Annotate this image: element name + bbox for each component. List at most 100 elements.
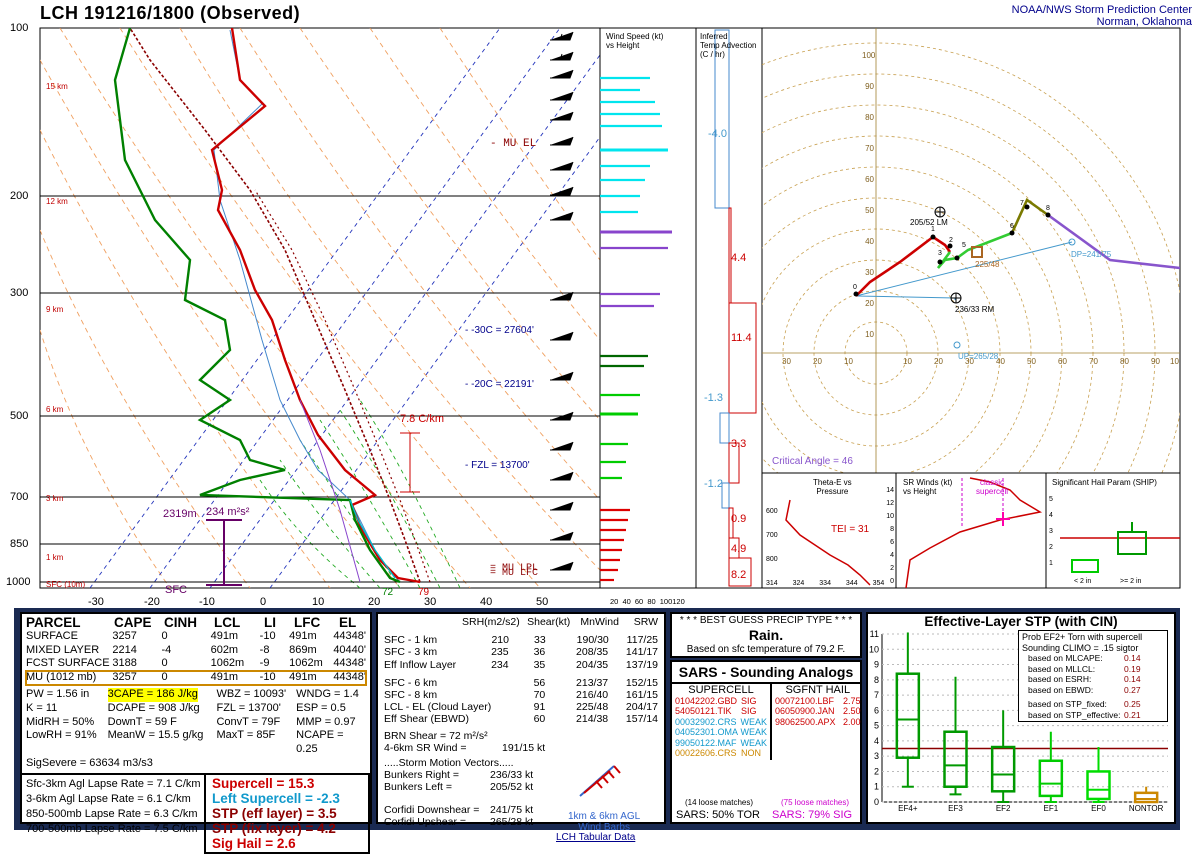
fzl-label: - FZL = 13700' xyxy=(465,460,530,471)
h-label-12km: 12 km xyxy=(46,197,68,206)
bunkers-left-label: Bunkers Left = xyxy=(384,781,452,794)
corfidi-up-label: Corfidi Upshear = xyxy=(384,815,466,828)
parcel-rows: SURFACE 3257 0 491m -10 491m 44348' MIXED LAYER… xyxy=(25,629,367,686)
parcel-cell: 0 xyxy=(161,629,168,642)
sars-sig: SARS: 79% SIG xyxy=(772,809,853,821)
lapse-label: 7.8 C/km xyxy=(400,413,445,425)
ship-title: Significant Hail Param (SHIP) xyxy=(1052,478,1157,487)
srwind-y-6: 6 xyxy=(890,539,894,546)
parcel-cell: 602m xyxy=(210,643,239,656)
hodo-x-50e: 50 xyxy=(1027,357,1036,366)
stp-prob-box: Prob EF2+ Torn with supercell Sounding C… xyxy=(1018,630,1168,722)
rm-label: 236/33 RM xyxy=(955,305,995,314)
parcel-cell: FCST SURFACE xyxy=(26,657,110,670)
theta-y-600: 600 xyxy=(766,508,778,515)
kin-cell: 204/35 xyxy=(576,658,609,671)
lapse-rate-marker xyxy=(400,432,420,493)
parcel-cell: 3188 xyxy=(112,657,137,670)
indices-col-3: WBZ = 10093' FZL = 13700' ConvT = 79F Ma… xyxy=(216,688,296,757)
theta-e-panel-frame xyxy=(761,472,897,589)
wind-scale-100: 100 xyxy=(659,597,673,606)
sars-hail-row[interactable]: 00072100.LBF 2.75 xyxy=(775,696,861,707)
hodo-pt-2: 2 xyxy=(949,237,953,244)
sars-hail-row[interactable]: 06050900.JAN 2.50 xyxy=(775,706,861,717)
kin-hdr-mnwind: MnWind xyxy=(580,616,619,628)
kin-cell: 56 xyxy=(533,676,546,689)
kin-cell: 117/25 xyxy=(626,634,659,647)
wind-panel-title-2: vs Height xyxy=(606,41,640,50)
stp-prob-label: based on STP_fixed: xyxy=(1028,699,1107,709)
parcel-hdr-lfc: LFC xyxy=(294,615,321,630)
stp-prob-row: based on MLCAPE: 0.14 xyxy=(1028,653,1164,664)
hodo-ring-10: 10 xyxy=(865,330,874,339)
hodo-pt-6: 6 xyxy=(1010,223,1014,230)
kinematics-panel: SRH(m2/s2) Shear(kt) MnWind SRW SFC - 1 … xyxy=(376,612,666,833)
stp-prob-value: 0.25 xyxy=(1124,699,1141,709)
wind-barbs-caption-2: Wind Barbs xyxy=(578,822,630,834)
lapse-700-500: 700-500mb Lapse Rate = 7.5 C/km xyxy=(26,822,198,835)
stp-prob-row: based on ESRH: 0.14 xyxy=(1028,674,1164,685)
hodo-ring-60: 60 xyxy=(865,175,874,184)
srh-value-label: 234 m²s² xyxy=(206,506,250,518)
theta-title-2: Pressure xyxy=(816,487,849,496)
comp-supercell: Supercell = 15.3 xyxy=(212,775,315,791)
indices-col-1: PW = 1.56 in K = 11 MidRH = 50% LowRH = … xyxy=(26,688,108,757)
hodograph-points xyxy=(853,204,1051,297)
sfc-label: SFC xyxy=(165,584,187,596)
hodo-pt-5: 5 xyxy=(962,242,966,249)
tadv-panel-title: Inferred Temp Advection (C / hr) xyxy=(700,32,756,59)
wind-panel-scale: 20 40 60 80 100120 xyxy=(610,597,685,606)
tei-label: TEI = 31 xyxy=(831,524,870,535)
m20c-label: - -20C = 22191' xyxy=(465,379,534,390)
sars-supercell-row[interactable]: 54050121.TIK SIG xyxy=(675,706,767,717)
hodo-pt-8: 8 xyxy=(1046,205,1050,212)
mu-lpl-text: MU LPL xyxy=(502,563,539,574)
stp-prob-row: based on EBWD: 0.27 xyxy=(1028,685,1164,696)
kin-cell: 208/35 xyxy=(576,646,609,659)
m30c-label: - -30C = 27604' xyxy=(465,325,534,336)
stp-prob-value: 0.14 xyxy=(1124,674,1141,684)
sars-hail-row[interactable]: 98062500.APX 2.00 xyxy=(775,717,861,728)
hodo-x-20w: 20 xyxy=(813,357,822,366)
stp-y-tick: 9 xyxy=(874,660,879,670)
lapse-850-500: 850-500mb Lapse Rate = 6.3 C/km xyxy=(26,807,198,820)
org-line-2: Norman, Oklahoma xyxy=(1096,16,1192,28)
hodo-x-20e: 20 xyxy=(934,357,943,366)
p-label-1000: 1000 xyxy=(6,576,31,588)
stp-prob-row: based on MLLCL: 0.19 xyxy=(1028,664,1164,675)
parcel-cell: 1062m xyxy=(210,657,245,670)
sars-supercell-row[interactable]: 00022606.CRS NON xyxy=(675,748,767,759)
t-tick-40: 40 xyxy=(480,596,493,608)
parcel-hdr-lcl: LCL xyxy=(214,615,241,630)
kin-cell: 157/14 xyxy=(625,713,659,726)
parcel-cell: -10 xyxy=(259,671,276,684)
sars-sc-id: 00022606.CRS xyxy=(675,748,737,758)
sars-supercell-row[interactable]: 99050122.MAF WEAK xyxy=(675,738,767,749)
stp-box xyxy=(1133,791,1159,804)
sars-supercell-row[interactable]: 00032902.CRS WEAK xyxy=(675,717,767,728)
sars-hail-col: SGFNT HAIL 00072100.LBF 2.75 06050900.JAN 2… xyxy=(772,684,864,760)
hodo-x-60e: 60 xyxy=(1058,357,1067,366)
wind-scale-120: 120 xyxy=(672,597,685,606)
sars-hail-id: 00072100.LBF xyxy=(775,695,835,706)
brn-label: BRN Shear = 72 m²/s² xyxy=(384,729,488,742)
ship-y-1: 1 xyxy=(1049,560,1053,567)
tadv-value-4: 3.3 xyxy=(731,438,747,450)
parcel-cell: 491m xyxy=(210,629,239,642)
kinematics-rows: SFC - 1 km 210 33 190/30 117/25 SFC - 3 km 235… xyxy=(384,634,658,725)
h-label-1km: 1 km xyxy=(46,553,64,562)
sars-supercell-row[interactable]: 04052301.OMA WEAK xyxy=(675,727,767,738)
idx-maxt: MaxT = 85F xyxy=(216,729,276,742)
tabular-data-link[interactable]: LCH Tabular Data xyxy=(556,832,636,843)
sars-supercell-row[interactable]: 01042202.GBD SIG xyxy=(675,696,767,707)
mu-parcel-trace xyxy=(254,189,431,583)
corfidi-downshear-vector xyxy=(855,241,1073,297)
stp-y-tick: 8 xyxy=(874,675,879,685)
srwind-y-10: 10 xyxy=(886,513,894,520)
pressure-lines xyxy=(40,195,600,583)
srwind-y-4: 4 xyxy=(890,552,894,559)
parcel-cell: 3257 xyxy=(112,671,137,684)
idx-midrh: MidRH = 50% xyxy=(26,715,95,728)
mu-el-text: MU EL xyxy=(503,138,537,150)
parcel-hdr-cinh: CINH xyxy=(164,615,197,630)
